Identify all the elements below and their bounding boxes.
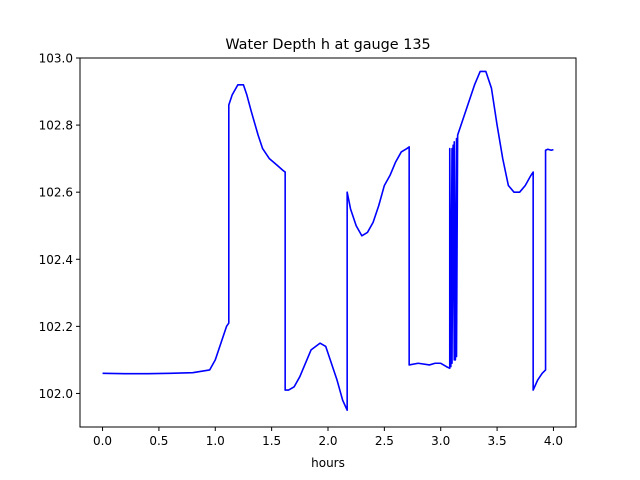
y-tick-label: 102.4 bbox=[39, 253, 73, 267]
y-tick-label: 103.0 bbox=[39, 52, 73, 66]
plot-area-frame bbox=[79, 57, 577, 428]
y-tick-label: 102.0 bbox=[39, 387, 73, 401]
x-tick-label: 0.0 bbox=[93, 434, 112, 448]
plot-series bbox=[102, 70, 554, 412]
chart-title: Water Depth h at gauge 135 bbox=[225, 37, 430, 53]
x-tick-label: 3.0 bbox=[431, 434, 450, 448]
y-tick-label: 102.2 bbox=[39, 320, 73, 334]
x-axis-ticks: 0.0 0.5 1.0 1.5 2.0 2.5 3.0 3.5 4.0 bbox=[93, 427, 563, 448]
y-tick-label: 102.6 bbox=[39, 186, 73, 200]
x-tick-label: 4.0 bbox=[544, 434, 563, 448]
x-tick-label: 1.0 bbox=[206, 434, 225, 448]
x-tick-label: 1.5 bbox=[262, 434, 281, 448]
x-axis-title: hours bbox=[311, 456, 345, 470]
x-tick-label: 2.0 bbox=[318, 434, 337, 448]
x-tick-label: 2.5 bbox=[375, 434, 394, 448]
x-tick-label: 3.5 bbox=[488, 434, 507, 448]
y-axis-ticks: 102.0 102.2 102.4 102.6 102.8 103.0 bbox=[39, 52, 80, 401]
series-line-water-depth bbox=[102, 70, 554, 412]
y-tick-label: 102.8 bbox=[39, 119, 73, 133]
x-tick-label: 0.5 bbox=[149, 434, 168, 448]
